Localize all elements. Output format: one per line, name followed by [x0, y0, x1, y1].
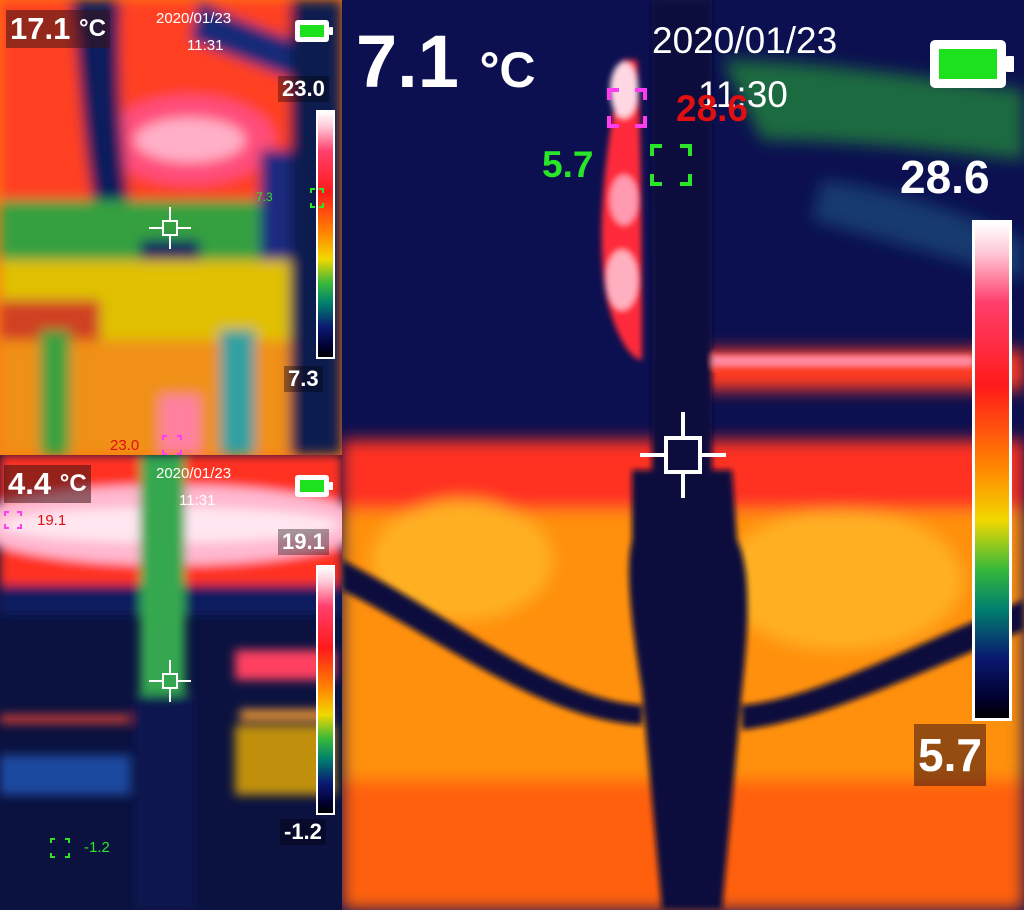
hot-spot-marker-icon: [607, 88, 647, 128]
crosshair-icon: [149, 207, 191, 249]
center-temperature-readout: 4.4 °C: [4, 465, 91, 503]
thermal-image-top-left: [0, 0, 342, 455]
hot-spot-marker-icon: [4, 511, 22, 529]
battery-level: [300, 25, 324, 37]
battery-icon: [295, 20, 333, 42]
hot-spot-value: 23.0: [110, 437, 140, 454]
scale-max-label: 28.6: [900, 151, 990, 203]
cold-spot-marker-icon: [50, 838, 70, 858]
cold-spot-value: 7.3: [256, 190, 273, 204]
thermal-panel-main: 7.1 °C 2020/01/23 11:30 28.6 5.7 28.6 5.…: [342, 0, 1024, 910]
battery-level: [939, 49, 997, 79]
time-label: 11:30: [698, 74, 788, 115]
crosshair-icon: [640, 412, 726, 498]
thermal-image-bottom-left: [0, 455, 342, 910]
scale-min-label: -1.2: [280, 819, 326, 845]
scale-min-label: 7.3: [284, 366, 323, 392]
center-temperature-value: 7.1: [356, 20, 459, 103]
color-scale-bar: [972, 220, 1012, 721]
hot-spot-value: 28.6: [676, 88, 749, 129]
date-label: 2020/01/23: [652, 20, 838, 61]
color-scale-bar: [316, 110, 335, 359]
cold-spot-marker-icon: [310, 188, 324, 208]
center-temperature-readout: 7.1 °C: [356, 22, 536, 102]
cold-spot-value: -1.2: [84, 839, 110, 856]
battery-icon: [930, 40, 1014, 88]
center-temperature-readout: 17.1 °C: [6, 10, 110, 48]
center-temperature-value: 4.4: [8, 466, 52, 501]
date-label: 2020/01/23: [156, 10, 232, 27]
center-temperature-value: 17.1: [10, 11, 71, 46]
temperature-unit: °C: [78, 15, 106, 42]
battery-level: [300, 480, 324, 492]
cold-spot-marker-icon: [650, 144, 692, 186]
time-label: 11:31: [179, 492, 216, 509]
color-scale-bar: [316, 565, 335, 815]
crosshair-icon: [149, 660, 191, 702]
thermal-panel-bottom-left: 4.4 °C 2020/01/23 11:31 19.1 19.1 -1.2 -…: [0, 455, 342, 910]
scale-max-label: 23.0: [278, 76, 329, 102]
scale-max-label: 19.1: [278, 529, 329, 555]
cold-spot-value: 5.7: [542, 144, 594, 185]
thermal-panel-top-left: 17.1 °C 2020/01/23 11:31 23.0 7.3 7.3 23…: [0, 0, 342, 455]
battery-icon: [295, 475, 333, 497]
thermal-image-main: [342, 0, 1024, 910]
temperature-unit: °C: [59, 470, 87, 497]
hot-spot-marker-icon: [162, 435, 182, 455]
hot-spot-value: 19.1: [37, 512, 67, 529]
temperature-unit: °C: [479, 42, 536, 98]
date-label: 2020/01/23: [156, 465, 232, 482]
time-label: 11:31: [187, 37, 224, 54]
scale-min-label: 5.7: [914, 724, 986, 786]
